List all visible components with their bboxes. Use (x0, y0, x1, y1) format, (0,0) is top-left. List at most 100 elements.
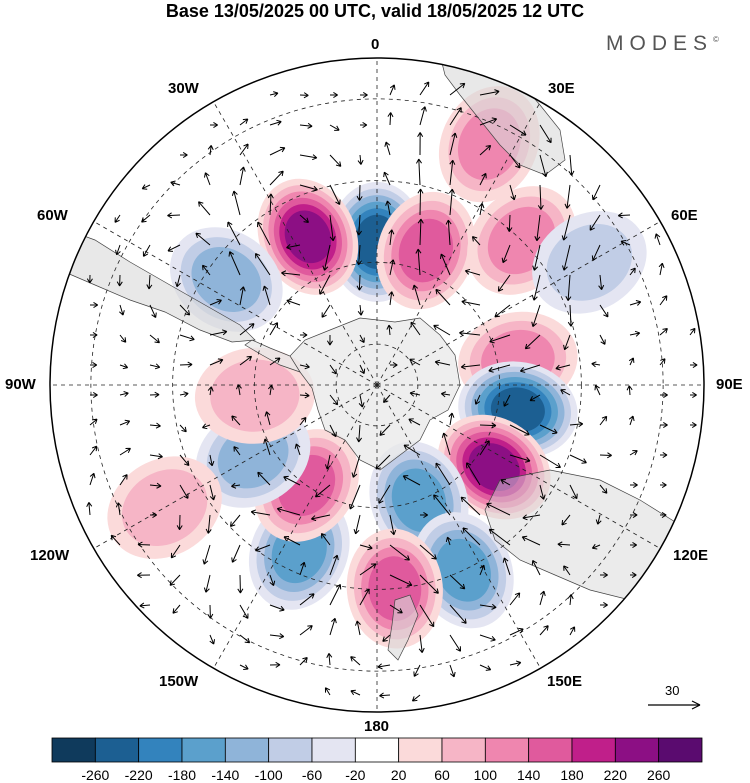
wind-vector (449, 574, 466, 590)
wind-vector (385, 200, 392, 216)
lon-label-30w: 30W (168, 80, 199, 97)
wind-vector (519, 364, 541, 373)
wind-vector (299, 363, 310, 370)
wind-vector (209, 484, 216, 501)
wind-vector (239, 634, 251, 644)
wind-vector (419, 604, 435, 628)
wind-vector (356, 184, 363, 201)
logo-text: MODES (606, 32, 714, 55)
wind-vector (350, 689, 361, 696)
wind-vector (410, 321, 421, 336)
wind-vector (564, 184, 571, 209)
wind-vector (435, 462, 451, 486)
wind-vector (139, 602, 151, 609)
wind-vector (116, 274, 123, 287)
lon-label-60w: 60W (37, 207, 68, 224)
wind-vector (267, 193, 274, 216)
lon-label-180: 180 (364, 718, 390, 735)
lon-label-90e: 90E (716, 376, 743, 393)
meridian-line (376, 384, 661, 549)
wind-vector (565, 274, 572, 301)
meridian-line (376, 101, 541, 386)
wind-vector (599, 415, 608, 426)
logo-mark: © (713, 35, 719, 44)
wind-vector (531, 304, 541, 328)
colorbar-tick-label: -20 (345, 767, 366, 783)
reference-vector-head (691, 700, 701, 710)
wind-vector (167, 212, 181, 219)
colorbar-tick-label: 140 (516, 767, 541, 783)
wind-vector (351, 454, 361, 478)
wind-vector (149, 363, 161, 370)
wind-vector (329, 394, 339, 406)
wind-vector (629, 330, 641, 337)
wind-vector (531, 559, 541, 576)
anomaly-contour (210, 359, 300, 432)
wind-vector (387, 112, 394, 126)
wind-vector (329, 184, 341, 206)
wind-vector (299, 561, 306, 576)
wind-vector (239, 118, 249, 126)
latitude-circle (90, 98, 664, 672)
wind-vector (408, 418, 421, 426)
wind-vector (660, 511, 667, 519)
wind-vector (659, 328, 668, 336)
wind-vector (179, 454, 190, 467)
wind-vector (449, 82, 466, 96)
wind-vector (141, 214, 151, 223)
wind-vector (600, 571, 608, 579)
wind-vector (434, 359, 451, 366)
wind-vector (629, 267, 636, 276)
wind-vector (449, 634, 462, 652)
wind-vector (488, 364, 511, 373)
wind-vector (539, 154, 548, 178)
wind-vector (448, 188, 455, 216)
colorbar-swatch (138, 737, 183, 763)
wind-vector (462, 527, 481, 546)
wind-vector (228, 251, 241, 276)
wind-vector (628, 357, 635, 366)
wind-vector (110, 534, 121, 546)
wind-vector (119, 391, 129, 397)
wind-vector (461, 299, 481, 306)
wind-vector (417, 188, 424, 216)
colorbar-swatch (311, 737, 356, 763)
wind-vector (402, 475, 421, 486)
wind-vector (569, 626, 576, 636)
wind-vector (445, 219, 452, 246)
south-america (50, 219, 256, 343)
wind-vector (503, 394, 511, 407)
lon-label-120e: 120E (673, 547, 709, 564)
wind-vector (506, 214, 513, 232)
wind-vector (281, 270, 301, 277)
wind-vector (479, 440, 490, 456)
colorbar-tick-label: -180 (167, 767, 197, 783)
wind-vector (449, 604, 467, 624)
wind-vector (195, 232, 211, 246)
wind-vector (383, 171, 391, 186)
wind-vector (207, 386, 214, 396)
wind-vector (479, 144, 492, 156)
wind-vector (205, 514, 212, 534)
wind-vector (359, 364, 366, 375)
colorbar-swatch (441, 737, 486, 763)
wind-vector (262, 285, 271, 306)
meridian-line (376, 221, 661, 386)
wind-vector (359, 544, 373, 551)
wind-vector (180, 151, 188, 159)
wind-vector (532, 244, 541, 271)
wind-vector (568, 154, 575, 176)
wind-vector (203, 574, 211, 593)
colorbar-tick-label: -100 (254, 767, 283, 783)
wind-vector (509, 454, 531, 463)
wind-vector (630, 481, 638, 489)
colorbar-tick-label: -260 (81, 767, 110, 783)
wind-vector (89, 472, 96, 486)
wind-vector (239, 604, 249, 619)
wind-vector (435, 288, 451, 306)
wind-vector (329, 154, 342, 167)
wind-vector (599, 484, 608, 494)
wind-vector (411, 694, 421, 702)
wind-vector (269, 661, 281, 668)
wind-vector (319, 274, 331, 295)
